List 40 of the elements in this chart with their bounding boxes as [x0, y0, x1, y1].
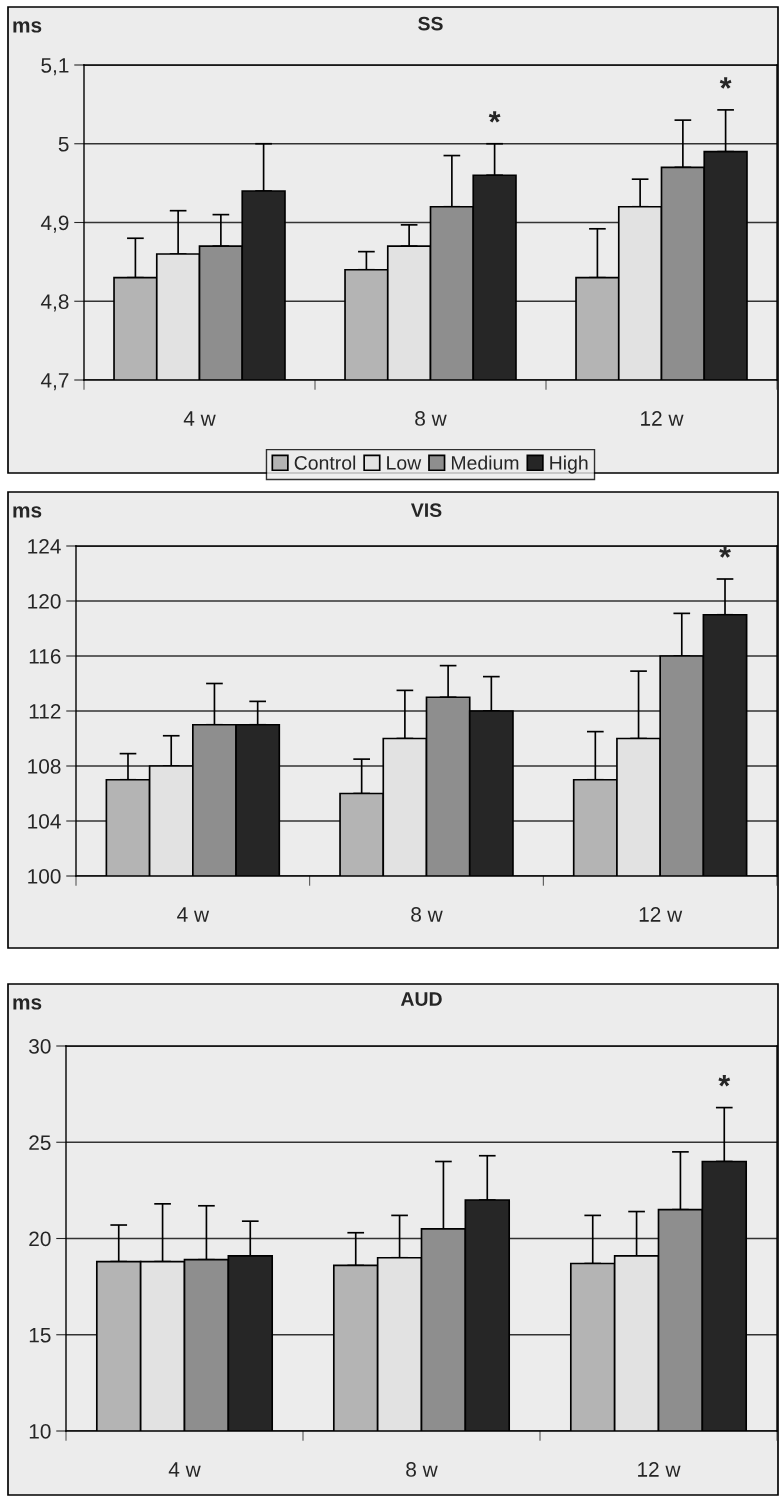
chart-title: VIS — [410, 503, 442, 518]
y-axis-title: ms — [13, 506, 42, 518]
x-tick-label: 12 w — [639, 907, 683, 922]
y-tick-label: 30 — [29, 1039, 51, 1054]
annotation: * — [719, 546, 731, 558]
y-tick-label: 5,1 — [41, 58, 69, 76]
annotation: * — [488, 111, 501, 123]
x-tick-label: 8 w — [411, 907, 443, 922]
y-tick-label: 124 — [28, 539, 61, 554]
y-axis-title: ms — [13, 21, 42, 33]
x-tick-label: 12 w — [641, 411, 684, 426]
y-tick-label: 120 — [28, 594, 61, 609]
y-tick-label: 104 — [28, 814, 61, 829]
y-tick-label: 25 — [29, 1135, 51, 1150]
y-tick-label: 20 — [29, 1231, 51, 1247]
y-tick-label: 100 — [28, 869, 61, 884]
y-tick-label: 10 — [29, 1424, 51, 1439]
x-tick-label: 12 w — [638, 1462, 681, 1477]
annotation: * — [719, 77, 732, 89]
x-tick-label: 4 w — [177, 907, 210, 922]
y-tick-label: 4,9 — [40, 215, 69, 233]
chart-title: AUD — [400, 992, 442, 1006]
x-tick-label: 8 w — [415, 411, 447, 426]
y-tick-label: 15 — [29, 1327, 51, 1343]
chart-title: SS — [418, 16, 443, 31]
y-axis-title: ms — [13, 998, 42, 1010]
x-tick-label: 8 w — [406, 1462, 438, 1477]
annotation: * — [718, 1075, 731, 1087]
y-tick-label: 4,7 — [40, 373, 69, 391]
y-tick-label: 116 — [29, 649, 61, 664]
legend-label: High — [550, 455, 588, 474]
y-tick-label: 108 — [28, 759, 61, 774]
legend-label: Low — [387, 456, 422, 470]
y-tick-label: 5 — [58, 136, 69, 152]
x-tick-label: 4 w — [168, 1462, 201, 1477]
y-tick-label: 112 — [29, 704, 61, 719]
x-tick-label: 4 w — [183, 411, 216, 426]
legend-label: Control — [294, 455, 356, 470]
y-tick-label: 4,8 — [40, 294, 69, 312]
legend-label: Medium — [451, 455, 519, 470]
